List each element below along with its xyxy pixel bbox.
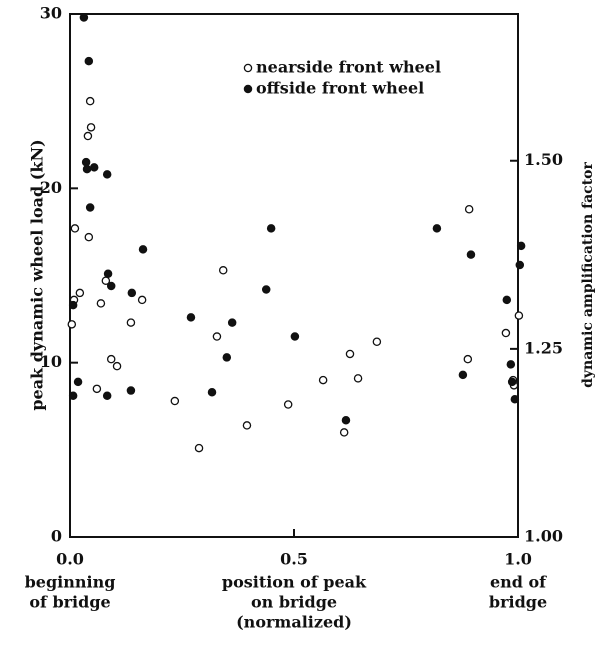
point xyxy=(85,203,95,212)
point xyxy=(515,260,525,270)
point xyxy=(372,337,382,346)
x-tick-label: 0.5 xyxy=(280,550,308,569)
y-tick-label: 20 xyxy=(40,178,62,197)
point xyxy=(68,391,78,401)
point xyxy=(106,354,116,364)
x-axis-label: (normalized) xyxy=(236,613,352,632)
point xyxy=(510,395,520,404)
legend-marker xyxy=(243,63,253,73)
point xyxy=(127,288,137,298)
point xyxy=(79,13,89,22)
point xyxy=(207,388,217,397)
point xyxy=(82,164,92,174)
point xyxy=(227,318,237,327)
point xyxy=(96,299,106,308)
point xyxy=(283,400,293,409)
point xyxy=(290,332,300,341)
point xyxy=(218,266,228,275)
y-axis-label: peak dynamic wheel load (kN) xyxy=(28,139,47,410)
point xyxy=(466,250,476,259)
point xyxy=(458,370,468,380)
x-axis-label: position of peak xyxy=(222,573,367,592)
point xyxy=(501,328,511,338)
point xyxy=(345,349,355,359)
point xyxy=(73,377,83,387)
point xyxy=(84,56,94,66)
point xyxy=(432,224,442,233)
x-axis-label: on bridge xyxy=(251,593,337,612)
legend-marker xyxy=(243,84,253,94)
point xyxy=(353,374,363,383)
point xyxy=(112,361,122,371)
point xyxy=(83,131,93,141)
point xyxy=(170,396,180,406)
legend-label: offside front wheel xyxy=(256,79,424,98)
y-tick-label: 30 xyxy=(40,4,62,23)
x-tick-label: 1.0 xyxy=(504,550,532,569)
y2-axis-label: dynamic amplification factor xyxy=(580,161,596,387)
y2-tick-label: 1.50 xyxy=(524,150,563,169)
y-tick-label: 0 xyxy=(51,527,62,546)
point xyxy=(186,313,196,322)
point xyxy=(261,285,271,294)
point xyxy=(506,360,516,369)
point xyxy=(102,170,112,179)
point xyxy=(339,428,349,437)
point xyxy=(81,157,91,167)
point xyxy=(89,163,99,172)
point xyxy=(502,295,512,305)
point xyxy=(194,443,204,453)
x-axis-label: bridge xyxy=(489,593,547,612)
point xyxy=(126,318,136,327)
point xyxy=(103,269,113,279)
point xyxy=(463,354,473,364)
point xyxy=(242,421,252,430)
point xyxy=(507,377,517,387)
point xyxy=(102,391,112,401)
point xyxy=(85,96,95,106)
point xyxy=(341,415,351,425)
point xyxy=(212,332,222,341)
point xyxy=(68,300,78,310)
x-tick-label: 0.0 xyxy=(56,550,84,569)
point xyxy=(92,384,102,394)
y2-tick-label: 1.00 xyxy=(524,527,563,546)
y2-tick-label: 1.25 xyxy=(524,338,563,357)
y-tick-label: 10 xyxy=(40,352,62,371)
point xyxy=(464,205,474,214)
point xyxy=(106,281,116,291)
point xyxy=(70,224,80,233)
x-axis-label: beginning xyxy=(25,573,116,592)
point xyxy=(138,245,148,254)
x-axis-label: end of xyxy=(490,573,547,592)
point xyxy=(67,320,77,329)
point xyxy=(86,123,96,132)
point xyxy=(318,375,328,385)
point xyxy=(514,311,524,320)
x-axis-label: of bridge xyxy=(29,593,110,612)
point xyxy=(126,386,136,395)
legend-label: nearside front wheel xyxy=(256,58,441,77)
point xyxy=(516,241,526,251)
point xyxy=(75,288,85,298)
point xyxy=(137,295,147,305)
point xyxy=(222,353,232,362)
point xyxy=(266,224,276,233)
point xyxy=(84,232,94,242)
